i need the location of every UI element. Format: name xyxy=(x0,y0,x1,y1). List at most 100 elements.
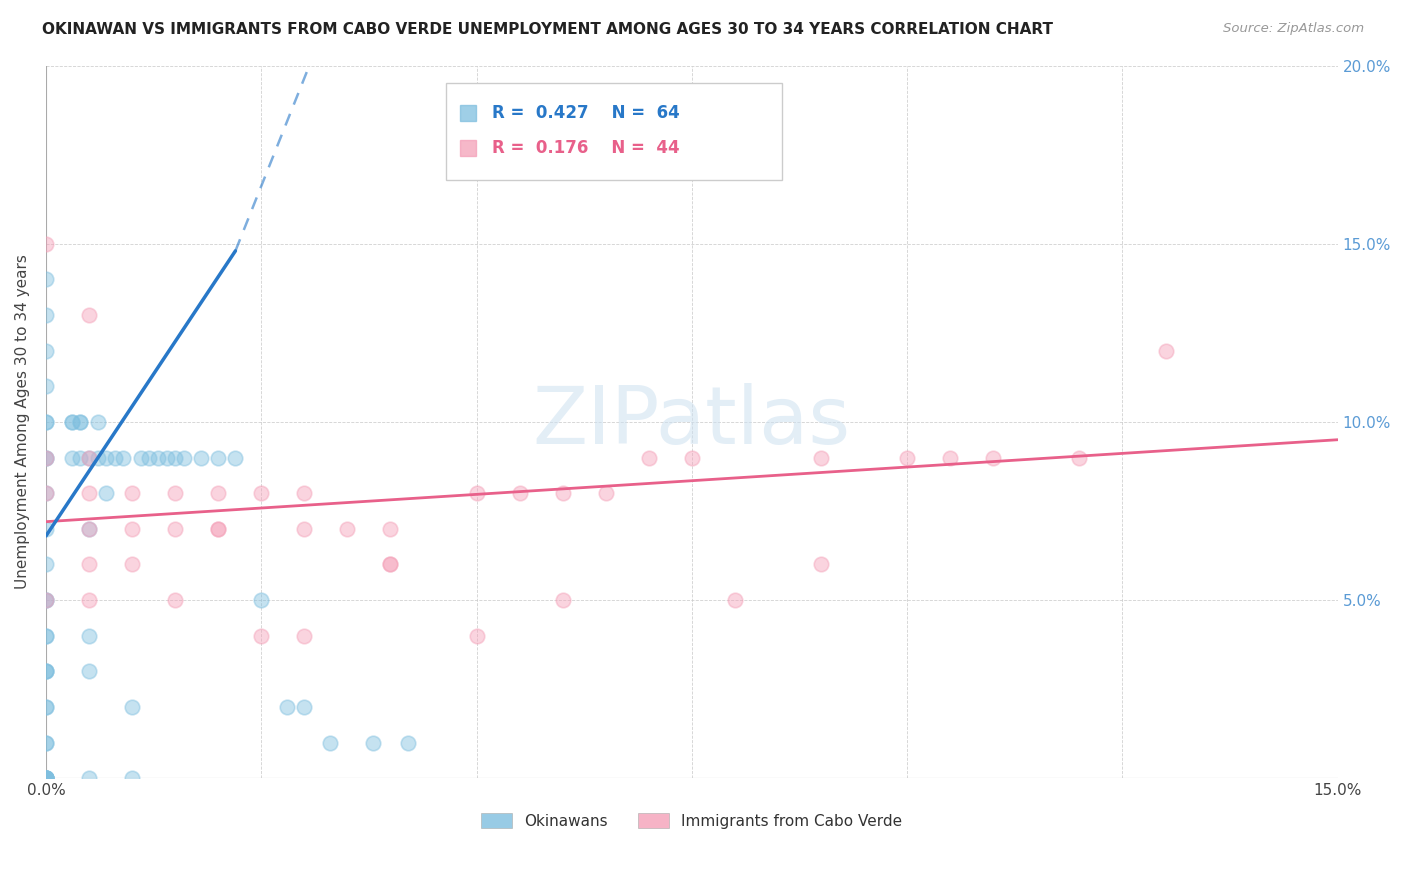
Point xyxy=(509,486,531,500)
Point xyxy=(35,771,58,785)
Point xyxy=(35,415,58,429)
Point xyxy=(35,629,58,643)
Point xyxy=(35,771,58,785)
Point xyxy=(810,450,832,465)
Point xyxy=(165,593,187,607)
Point xyxy=(96,450,118,465)
Point xyxy=(35,736,58,750)
Point xyxy=(77,522,100,536)
Legend: Okinawans, Immigrants from Cabo Verde: Okinawans, Immigrants from Cabo Verde xyxy=(475,806,908,835)
Point xyxy=(165,450,187,465)
Point xyxy=(35,593,58,607)
Point xyxy=(292,700,315,714)
Point xyxy=(250,629,273,643)
Point xyxy=(1069,450,1091,465)
Point xyxy=(35,450,58,465)
Point xyxy=(35,593,58,607)
Point xyxy=(35,771,58,785)
Point xyxy=(319,736,342,750)
Point xyxy=(77,665,100,679)
Point xyxy=(35,415,58,429)
Point xyxy=(250,486,273,500)
Point xyxy=(896,450,918,465)
Point xyxy=(35,308,58,322)
Point xyxy=(336,522,359,536)
Point xyxy=(35,343,58,358)
Point xyxy=(551,593,574,607)
Text: OKINAWAN VS IMMIGRANTS FROM CABO VERDE UNEMPLOYMENT AMONG AGES 30 TO 34 YEARS CO: OKINAWAN VS IMMIGRANTS FROM CABO VERDE U… xyxy=(42,22,1053,37)
Point xyxy=(380,558,402,572)
Point xyxy=(77,450,100,465)
Point xyxy=(1154,343,1177,358)
Point xyxy=(121,700,143,714)
Point xyxy=(86,415,108,429)
Point xyxy=(207,486,229,500)
FancyBboxPatch shape xyxy=(447,84,782,179)
Point xyxy=(69,450,91,465)
Point xyxy=(77,558,100,572)
Point xyxy=(121,486,143,500)
Point xyxy=(35,558,58,572)
Point xyxy=(939,450,962,465)
Point xyxy=(465,486,488,500)
Point xyxy=(35,379,58,393)
Point xyxy=(35,486,58,500)
Point xyxy=(35,665,58,679)
Point xyxy=(35,700,58,714)
Point xyxy=(35,236,58,251)
Point xyxy=(77,593,100,607)
Point xyxy=(35,771,58,785)
Point xyxy=(35,522,58,536)
Point xyxy=(69,415,91,429)
Point xyxy=(810,558,832,572)
Point xyxy=(35,700,58,714)
Point xyxy=(77,486,100,500)
Point xyxy=(35,665,58,679)
Point xyxy=(595,486,617,500)
Point xyxy=(96,486,118,500)
Point xyxy=(121,771,143,785)
Point xyxy=(155,450,177,465)
Point xyxy=(77,450,100,465)
Point xyxy=(292,486,315,500)
Point xyxy=(146,450,169,465)
Point xyxy=(190,450,212,465)
Text: R =  0.427    N =  64: R = 0.427 N = 64 xyxy=(492,104,679,122)
Point xyxy=(681,450,703,465)
Point xyxy=(60,415,83,429)
Point xyxy=(77,308,100,322)
Text: R =  0.176    N =  44: R = 0.176 N = 44 xyxy=(492,138,679,157)
Point xyxy=(165,522,187,536)
Point xyxy=(35,771,58,785)
Point xyxy=(60,450,83,465)
Point xyxy=(138,450,160,465)
Point xyxy=(35,771,58,785)
Point xyxy=(380,522,402,536)
Point xyxy=(361,736,384,750)
Point xyxy=(551,486,574,500)
Point xyxy=(396,736,419,750)
Point xyxy=(35,272,58,286)
Point xyxy=(35,771,58,785)
Point xyxy=(276,700,298,714)
Point xyxy=(35,450,58,465)
Point xyxy=(121,558,143,572)
Point xyxy=(465,629,488,643)
Point xyxy=(77,522,100,536)
Point xyxy=(60,415,83,429)
Point xyxy=(224,450,246,465)
Point xyxy=(121,522,143,536)
Y-axis label: Unemployment Among Ages 30 to 34 years: Unemployment Among Ages 30 to 34 years xyxy=(15,254,30,590)
Point xyxy=(35,486,58,500)
Point xyxy=(207,522,229,536)
Point xyxy=(292,522,315,536)
Point xyxy=(104,450,127,465)
Point xyxy=(207,522,229,536)
Point xyxy=(35,593,58,607)
Point xyxy=(77,771,100,785)
Point xyxy=(35,665,58,679)
Text: ZIPatlas: ZIPatlas xyxy=(533,383,851,461)
Point xyxy=(35,771,58,785)
Point xyxy=(112,450,135,465)
Point xyxy=(724,593,747,607)
